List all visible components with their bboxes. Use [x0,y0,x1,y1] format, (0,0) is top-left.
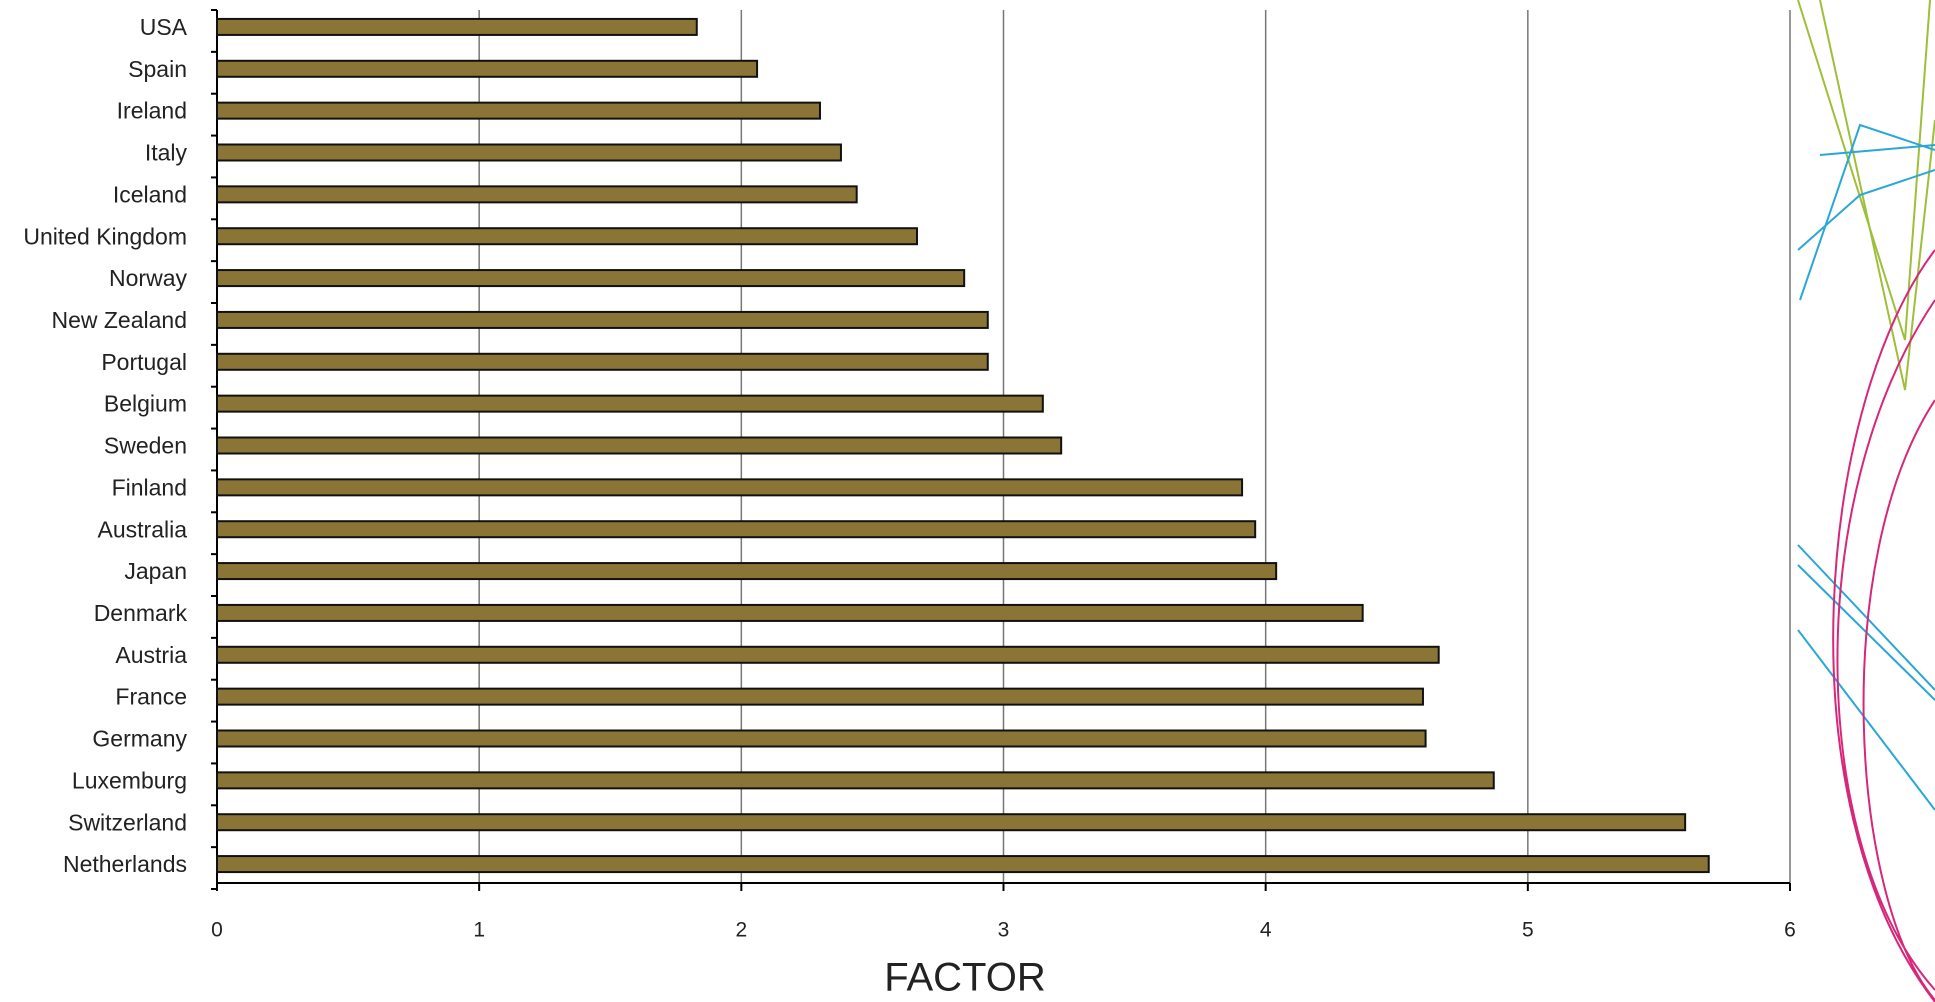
bar [216,603,1364,622]
bar [216,394,1044,413]
x-tick-label: 1 [473,919,485,942]
y-tick-label: New Zealand [51,307,187,333]
y-tick-label: Japan [124,558,187,584]
bar [216,101,821,120]
y-tick-label: Austria [115,642,187,668]
bar [216,771,1495,790]
bar [216,269,966,288]
bar [216,645,1440,664]
bar [216,436,1063,455]
y-tick-label: Portugal [101,349,187,375]
y-tick-label: Luxemburg [72,767,187,793]
y-tick-label: France [115,684,187,710]
y-tick-label: Ireland [117,98,187,124]
x-tick-label: 2 [735,919,747,942]
y-tick-label: Iceland [113,181,187,207]
bar [216,227,918,246]
y-tick-label: Italy [145,140,188,166]
y-tick-label: Switzerland [68,809,187,835]
x-tick-label: 6 [1784,919,1796,942]
decoration [1797,0,1935,1002]
bar [216,855,1710,874]
y-tick-label: USA [140,14,188,40]
bar [216,143,842,162]
bar [216,59,759,78]
x-tick-label: 0 [211,919,223,942]
y-tick-label: Australia [98,516,188,542]
y-tick-label: United Kingdom [23,223,187,249]
y-tick-label: Germany [92,726,187,752]
x-axis-title: FACTOR [884,956,1046,1000]
bar [216,520,1257,539]
bar [216,352,989,371]
bar [216,687,1424,706]
bar [216,17,698,36]
y-tick-label: Norway [109,265,187,291]
bar [216,562,1278,581]
bar [216,729,1427,748]
y-tick-label: Finland [112,474,187,500]
y-tick-label: Denmark [94,600,188,626]
bar [216,813,1687,832]
y-tick-label: Spain [128,56,187,82]
bar [216,478,1244,497]
y-tick-label: Sweden [104,433,187,459]
x-tick-label: 5 [1522,919,1534,942]
bar [216,310,989,329]
y-tick-label: Belgium [104,391,187,417]
x-tick-label: 3 [998,919,1010,942]
y-tick-label: Netherlands [63,851,187,877]
x-tick-label: 4 [1260,919,1272,942]
bar [216,185,858,204]
